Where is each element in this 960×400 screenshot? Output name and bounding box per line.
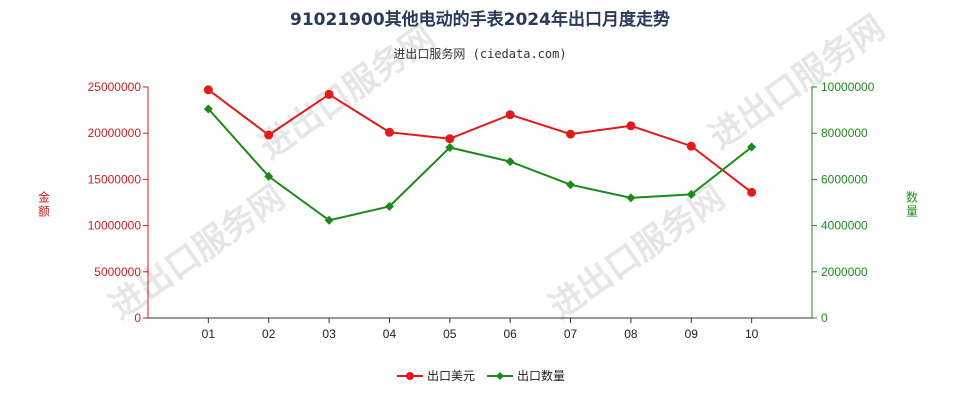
- data-point: [264, 171, 274, 181]
- y-right-axis-title: 数量: [906, 190, 918, 219]
- data-point: [324, 215, 334, 225]
- chart-title: 91021900其他电动的手表2024年出口月度走势: [290, 9, 670, 30]
- data-point: [626, 121, 636, 131]
- data-point: [686, 141, 696, 151]
- watermark-text: 进出口服务网: [542, 178, 732, 328]
- data-point: [445, 134, 455, 144]
- data-point: [505, 110, 515, 120]
- x-tick-label: 02: [262, 327, 276, 341]
- x-tick-label: 07: [564, 327, 578, 341]
- x-tick-label: 06: [504, 327, 518, 341]
- data-point: [626, 193, 636, 203]
- y-left-tick-label: 15000000: [88, 172, 142, 186]
- data-point: [445, 143, 455, 153]
- legend-label: 出口数量: [517, 368, 565, 383]
- y-right-tick-label: 4000000: [821, 219, 868, 233]
- y-left-tick-label: 5000000: [94, 265, 141, 279]
- x-tick-label: 01: [202, 327, 216, 341]
- y-right-tick-label: 8000000: [821, 126, 868, 140]
- x-tick-label: 05: [443, 327, 457, 341]
- x-tick-label: 03: [322, 327, 336, 341]
- data-point: [384, 201, 394, 211]
- data-point: [566, 129, 576, 139]
- legend-swatch-marker: [406, 372, 414, 380]
- y-right-tick-label: 0: [821, 311, 828, 325]
- y-left-tick-label: 25000000: [88, 80, 142, 94]
- data-point: [203, 104, 213, 114]
- watermark-text: 进出口服务网: [252, 18, 442, 168]
- data-point: [747, 187, 757, 197]
- data-point: [566, 180, 576, 190]
- data-point: [324, 89, 334, 99]
- data-point: [264, 130, 274, 140]
- axes: 0500000010000000150000002000000025000000…: [38, 80, 918, 341]
- series-line-2: [207, 108, 753, 222]
- legend-swatch-marker: [496, 372, 504, 380]
- series-line-1: [207, 88, 753, 194]
- series-layer: [203, 85, 757, 225]
- data-point: [203, 85, 213, 95]
- y-right-tick-label: 6000000: [821, 172, 868, 186]
- y-left-axis-title: 金额: [38, 190, 50, 219]
- x-tick-label: 10: [745, 327, 759, 341]
- y-right-tick-label: 10000000: [821, 80, 875, 94]
- watermark-text: 进出口服务网: [102, 178, 292, 328]
- x-tick-label: 08: [624, 327, 638, 341]
- legend-label: 出口美元: [427, 369, 475, 383]
- chart-subtitle: 进出口服务网 (ciedata.com): [393, 46, 566, 61]
- y-left-tick-label: 10000000: [88, 219, 142, 233]
- data-point: [505, 157, 515, 167]
- y-left-tick-label: 20000000: [88, 126, 142, 140]
- x-tick-label: 09: [685, 327, 699, 341]
- y-left-tick-label: 0: [134, 311, 141, 325]
- data-point: [384, 127, 394, 137]
- y-right-tick-label: 2000000: [821, 265, 868, 279]
- data-point: [686, 189, 696, 199]
- x-tick-label: 04: [383, 327, 397, 341]
- data-point: [747, 142, 757, 152]
- legend: 出口美元 出口数量: [397, 368, 565, 383]
